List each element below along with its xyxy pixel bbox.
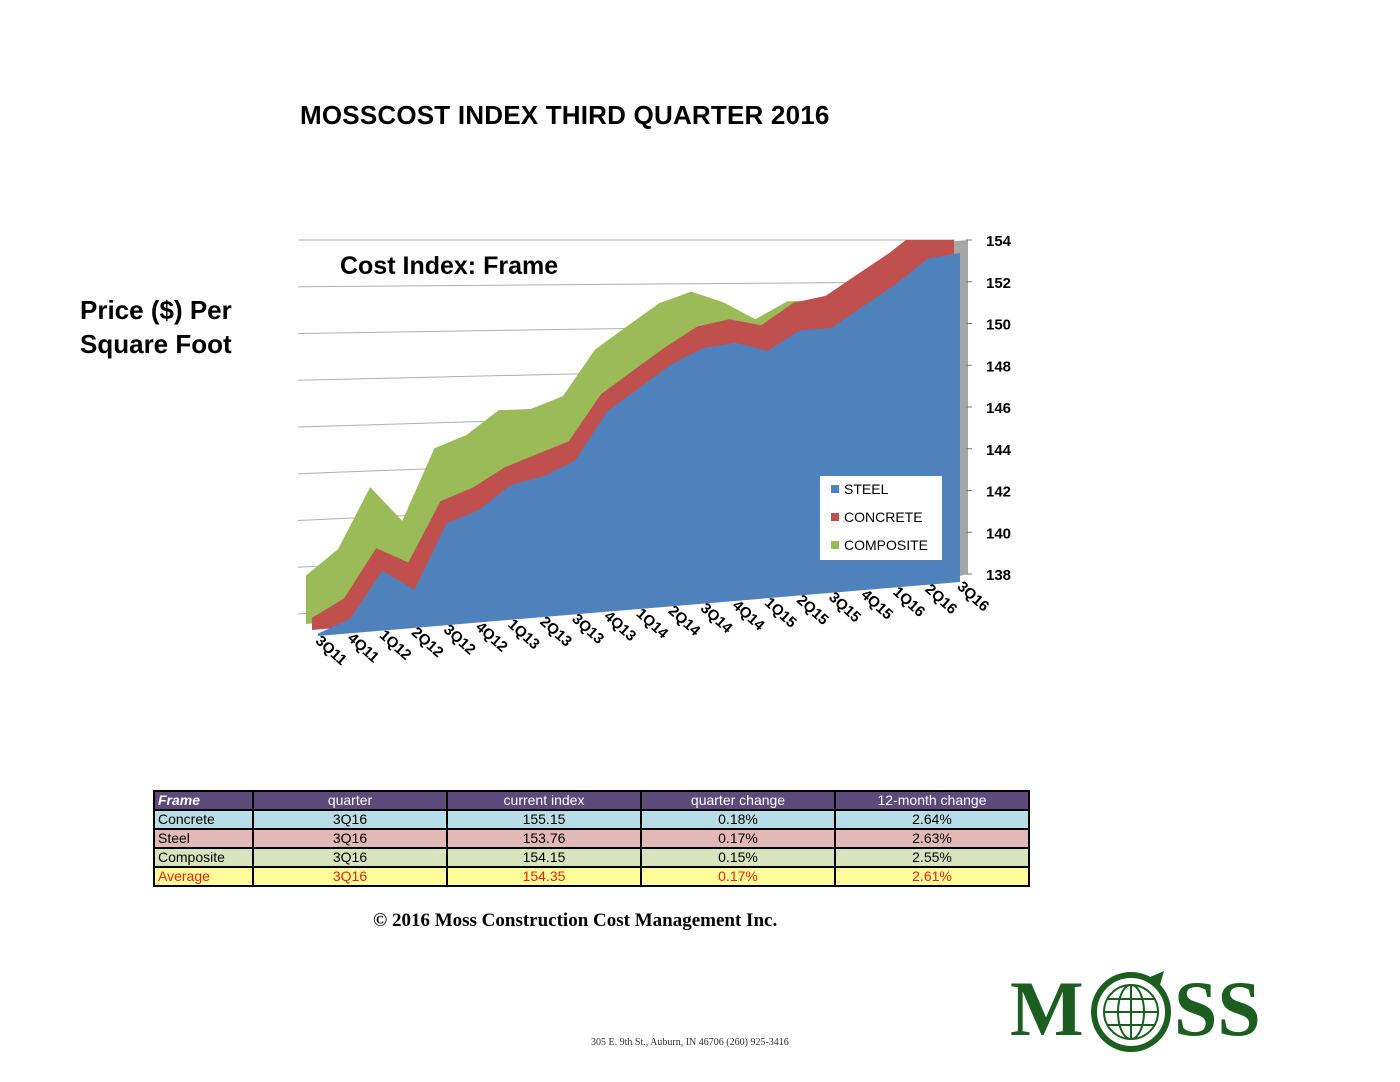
x-tick-label: 3Q13 xyxy=(568,610,607,647)
x-tick-label: 4Q14 xyxy=(729,597,768,635)
y-tick-label: 150 xyxy=(986,317,1011,334)
y-axis-title: Price ($) Per Square Foot xyxy=(80,293,232,361)
table-row: Steel 3Q16 153.76 0.17% 2.63% xyxy=(153,828,1030,849)
x-tick-label: 3Q14 xyxy=(697,600,736,638)
cell-12-month-change: 2.64% xyxy=(834,809,1030,830)
legend-box xyxy=(820,476,942,560)
x-tick-label: 1Q15 xyxy=(761,594,800,631)
address-text: 305 E. 9th St., Auburn, IN 46706 (260) 9… xyxy=(591,1037,789,1048)
x-tick-label: 1Q13 xyxy=(504,616,543,653)
cell-quarter: 3Q16 xyxy=(252,866,448,887)
cost-index-chart: Cost Index: Frame 138 140 142 144 146 148 150 15… xyxy=(297,233,1012,669)
area-series-steel xyxy=(318,253,960,636)
x-tick-label: 4Q13 xyxy=(601,608,640,645)
cell-current-index: 154.15 xyxy=(446,847,642,868)
row-label: Steel xyxy=(153,828,254,849)
y-tick-label: 144 xyxy=(986,442,1012,459)
table-row: Composite 3Q16 154.15 0.15% 2.55% xyxy=(153,847,1030,868)
legend-swatch-concrete xyxy=(831,513,839,521)
y-tick-label: 148 xyxy=(986,358,1011,375)
table-header-row: Frame quarter current index quarter chan… xyxy=(153,790,1030,811)
cell-12-month-change: 2.55% xyxy=(834,847,1030,868)
legend-label-steel: STEEL xyxy=(844,481,889,497)
index-table: Frame quarter current index quarter chan… xyxy=(153,790,1030,887)
page-title: MOSSCOST INDEX THIRD QUARTER 2016 xyxy=(300,100,830,130)
y-tick-label: 140 xyxy=(986,525,1011,542)
y-axis-title-line1: Price ($) Per xyxy=(80,295,232,325)
legend-swatch-composite xyxy=(831,541,839,549)
x-tick-label: 2Q14 xyxy=(665,602,704,640)
logo-letter-m: M xyxy=(1010,965,1084,1052)
y-tick-label: 142 xyxy=(986,484,1011,501)
table-header-quarter: quarter xyxy=(252,790,448,811)
table-header-current-index: current index xyxy=(446,790,642,811)
y-tick-label: 152 xyxy=(986,275,1011,292)
table-header-12-month-change: 12-month change xyxy=(834,790,1030,811)
y-tick-label: 138 xyxy=(986,567,1011,584)
x-tick-label: 3Q11 xyxy=(312,632,350,669)
x-tick-label: 1Q12 xyxy=(376,627,415,664)
cell-quarter-change: 0.15% xyxy=(640,847,836,868)
x-tick-label: 2Q12 xyxy=(408,624,447,661)
y-axis-title-line2: Square Foot xyxy=(80,329,232,359)
copyright-text: © 2016 Moss Construction Cost Management… xyxy=(373,910,778,931)
x-tick-label: 1Q16 xyxy=(889,583,928,620)
chart-svg: Cost Index: Frame 138 140 142 144 146 148 150 15… xyxy=(297,233,1012,669)
row-label: Composite xyxy=(153,847,254,868)
cell-current-index: 153.76 xyxy=(446,828,642,849)
legend-label-composite: COMPOSITE xyxy=(844,537,928,553)
row-label: Concrete xyxy=(153,809,254,830)
cell-12-month-change: 2.61% xyxy=(834,866,1030,887)
x-tick-label: 4Q15 xyxy=(857,586,896,623)
table-row: Concrete 3Q16 155.15 0.18% 2.64% xyxy=(153,809,1030,830)
x-tick-label: 2Q13 xyxy=(536,613,575,650)
cell-quarter-change: 0.17% xyxy=(640,828,836,849)
table-header-quarter-change: quarter change xyxy=(640,790,836,811)
cell-current-index: 155.15 xyxy=(446,809,642,830)
globe-icon xyxy=(1091,971,1171,1052)
y-tick-label: 146 xyxy=(986,400,1011,417)
x-tick-label: 3Q15 xyxy=(825,589,864,626)
chart-title: Cost Index: Frame xyxy=(340,252,558,280)
table-header-frame: Frame xyxy=(153,790,254,811)
legend-swatch-steel xyxy=(831,485,839,493)
x-tick-label: 4Q11 xyxy=(344,630,382,667)
cell-quarter: 3Q16 xyxy=(252,828,448,849)
x-tick-label: 4Q12 xyxy=(472,619,511,656)
x-tick-label: 2Q15 xyxy=(793,592,832,629)
logo-letters-ss: SS xyxy=(1174,965,1261,1052)
cell-current-index: 154.35 xyxy=(446,866,642,887)
x-tick-label: 2Q16 xyxy=(922,581,961,618)
row-label: Average xyxy=(153,866,254,887)
moss-logo: M SS xyxy=(1010,965,1310,1055)
x-tick-label: 3Q12 xyxy=(440,621,479,658)
table-row: Average 3Q16 154.35 0.17% 2.61% xyxy=(153,866,1030,887)
legend-label-concrete: CONCRETE xyxy=(844,509,923,525)
cell-quarter: 3Q16 xyxy=(252,809,448,830)
cell-quarter: 3Q16 xyxy=(252,847,448,868)
x-tick-label: 1Q14 xyxy=(633,605,672,643)
y-tick-label: 154 xyxy=(986,233,1012,250)
cell-quarter-change: 0.17% xyxy=(640,866,836,887)
cell-quarter-change: 0.18% xyxy=(640,809,836,830)
cell-12-month-change: 2.63% xyxy=(834,828,1030,849)
